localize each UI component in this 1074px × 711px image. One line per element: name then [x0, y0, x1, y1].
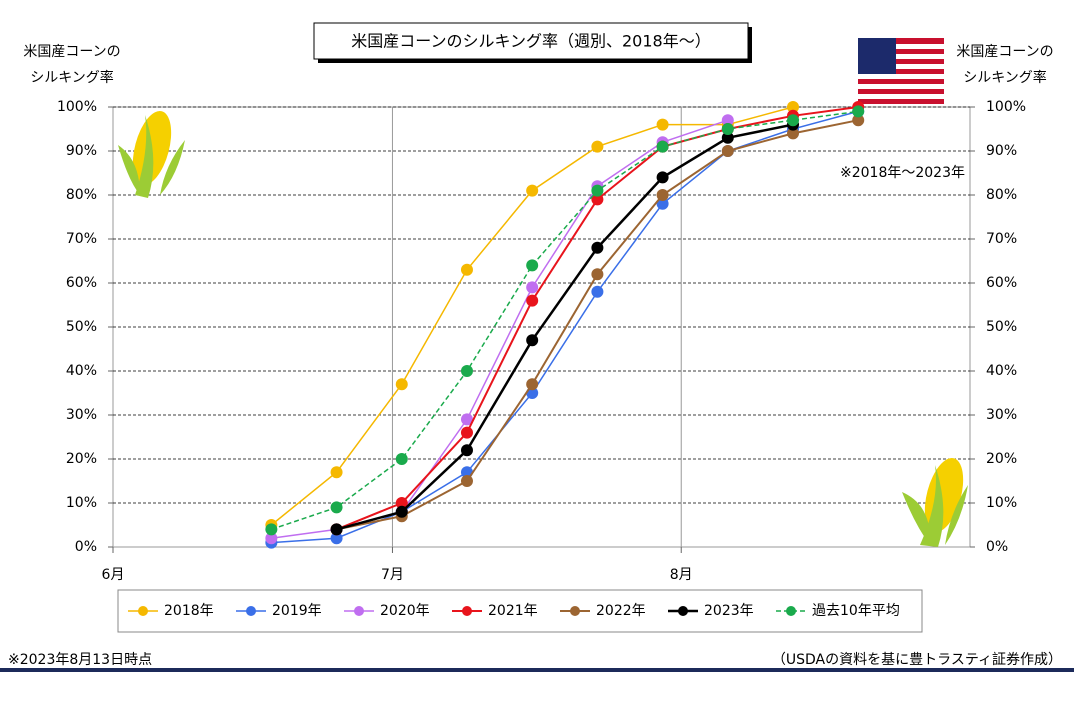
- data-point: [787, 114, 800, 127]
- y-tick-label: 100%: [57, 99, 97, 115]
- y2-tick-label: 10%: [986, 495, 1017, 511]
- data-point: [591, 285, 604, 298]
- y2-tick-label: 20%: [986, 451, 1017, 467]
- data-point: [395, 497, 408, 509]
- y2-label: シルキング率: [963, 69, 1047, 86]
- data-point: [591, 241, 604, 254]
- data-point: [721, 145, 734, 157]
- y-tick-label: 40%: [66, 363, 97, 379]
- data-point: [526, 334, 539, 347]
- y2-tick-label: 80%: [986, 187, 1017, 203]
- data-point: [330, 501, 343, 514]
- y2-tick-label: 100%: [986, 99, 1026, 115]
- data-point: [526, 184, 539, 197]
- data-point: [265, 523, 278, 536]
- y2-tick-label: 60%: [986, 275, 1017, 291]
- data-point: [656, 140, 669, 153]
- data-point: [460, 426, 473, 439]
- legend-swatch: [678, 606, 688, 616]
- data-point: [591, 193, 604, 206]
- x-tick-label: 6月: [102, 567, 125, 583]
- corn-icon: [118, 111, 185, 198]
- data-point: [460, 475, 473, 487]
- data-point: [460, 444, 473, 457]
- y-tick-label: 30%: [66, 407, 97, 423]
- data-point: [265, 532, 278, 545]
- data-point: [591, 268, 604, 281]
- legend-label: 過去10年平均: [812, 603, 900, 619]
- chart-title: 米国産コーンのシルキング率（週別、2018年～）: [351, 32, 710, 51]
- y2-tick-label: 50%: [986, 319, 1017, 335]
- data-point: [526, 259, 539, 272]
- source: （USDAの資料を基に豊トラスティ証券作成）: [772, 651, 1062, 668]
- us-flag: [858, 38, 944, 108]
- data-point: [656, 197, 669, 210]
- data-point: [656, 189, 669, 201]
- title-box: [313, 22, 749, 60]
- y-tick-label: 90%: [66, 143, 97, 159]
- legend-swatch: [354, 606, 364, 616]
- legend-label: 2020年: [380, 603, 430, 619]
- y-tick-label: 0%: [75, 539, 97, 555]
- legend-swatch: [138, 606, 148, 616]
- y2-tick-label: 70%: [986, 231, 1017, 247]
- data-point: [591, 184, 604, 197]
- data-point: [395, 453, 408, 465]
- data-point: [330, 532, 343, 545]
- data-point: [787, 127, 800, 140]
- data-point: [526, 281, 539, 294]
- legend-label: 2021年: [488, 603, 538, 619]
- y-label: 米国産コーンの: [23, 44, 120, 60]
- data-point: [852, 114, 865, 127]
- legend-swatch: [786, 606, 796, 616]
- data-point: [787, 101, 800, 113]
- legend-label: 2023年: [704, 603, 754, 619]
- legend-swatch: [246, 606, 256, 616]
- data-point: [852, 105, 865, 118]
- footnote: ※2023年8月13日時点: [8, 652, 152, 668]
- data-point: [656, 171, 669, 184]
- annotation: ※2018年～2023年: [840, 165, 965, 181]
- data-point: [460, 263, 473, 276]
- data-point: [395, 505, 408, 518]
- footer-rule: [0, 668, 1074, 672]
- data-point: [721, 131, 734, 144]
- y-tick-label: 10%: [66, 495, 97, 511]
- y2-label: 米国産コーンの: [956, 44, 1053, 60]
- data-point: [330, 523, 343, 536]
- legend-swatch: [462, 606, 472, 616]
- data-point: [591, 140, 604, 153]
- legend-swatch: [570, 606, 580, 616]
- data-point: [460, 365, 473, 377]
- corn-icon: [902, 458, 968, 547]
- x-tick-label: 8月: [670, 567, 693, 583]
- data-point: [395, 378, 408, 391]
- series-line: [271, 110, 859, 531]
- y-label: シルキング率: [30, 69, 114, 86]
- y-tick-label: 80%: [66, 187, 97, 203]
- y-tick-label: 50%: [66, 319, 97, 335]
- y-tick-label: 20%: [66, 451, 97, 467]
- data-point: [526, 294, 539, 307]
- data-point: [721, 114, 734, 127]
- y2-tick-label: 0%: [986, 539, 1008, 555]
- y2-tick-label: 30%: [986, 407, 1017, 423]
- y-tick-label: 70%: [66, 231, 97, 247]
- data-point: [526, 378, 539, 391]
- y2-tick-label: 40%: [986, 363, 1017, 379]
- data-point: [656, 118, 669, 131]
- legend-label: 2018年: [164, 603, 214, 619]
- series-line: [271, 110, 859, 544]
- data-point: [721, 123, 734, 135]
- x-tick-label: 7月: [381, 567, 404, 583]
- data-point: [330, 466, 343, 479]
- y2-tick-label: 90%: [986, 143, 1017, 159]
- y-tick-label: 60%: [66, 275, 97, 291]
- legend-label: 2019年: [272, 603, 322, 619]
- series-line: [336, 123, 794, 531]
- legend-label: 2022年: [596, 603, 646, 619]
- data-point: [460, 413, 473, 426]
